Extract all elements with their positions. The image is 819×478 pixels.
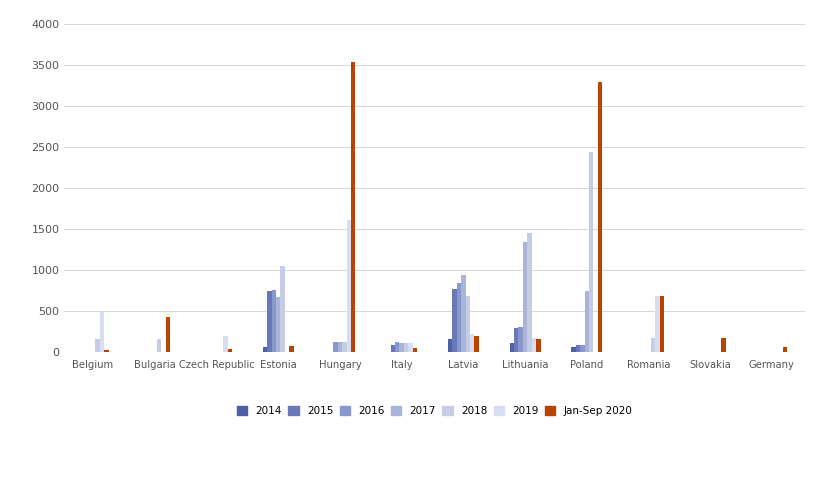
Bar [399, 343, 403, 351]
Bar [223, 336, 228, 351]
Bar [95, 339, 100, 351]
Bar [658, 296, 663, 351]
Bar [165, 317, 170, 351]
Bar [337, 342, 342, 351]
Bar [390, 345, 395, 351]
Bar [531, 337, 536, 351]
Bar [346, 220, 351, 351]
Bar [412, 348, 417, 351]
Bar [721, 338, 725, 351]
Bar [650, 338, 654, 351]
Bar [395, 342, 399, 351]
Bar [100, 312, 104, 351]
Bar [460, 274, 465, 351]
Bar [351, 62, 355, 351]
Bar [523, 242, 527, 351]
Bar [228, 349, 232, 351]
Bar [536, 339, 540, 351]
Bar [280, 265, 284, 351]
Bar [465, 296, 469, 351]
Bar [342, 342, 346, 351]
Bar [104, 350, 108, 351]
Bar [271, 290, 276, 351]
Bar [597, 82, 602, 351]
Bar [408, 343, 412, 351]
Bar [527, 233, 531, 351]
Bar [514, 328, 518, 351]
Bar [447, 339, 452, 351]
Bar [262, 348, 267, 351]
Bar [333, 342, 337, 351]
Bar [588, 152, 593, 351]
Bar [654, 296, 658, 351]
Bar [518, 327, 523, 351]
Bar [584, 291, 588, 351]
Bar [276, 297, 280, 351]
Bar [575, 345, 579, 351]
Bar [452, 289, 456, 351]
Bar [782, 347, 786, 351]
Bar [267, 291, 271, 351]
Bar [579, 345, 584, 351]
Bar [289, 346, 293, 351]
Bar [156, 339, 161, 351]
Bar [509, 343, 514, 351]
Legend: 2014, 2015, 2016, 2017, 2018, 2019, Jan-Sep 2020: 2014, 2015, 2016, 2017, 2018, 2019, Jan-… [233, 402, 635, 419]
Bar [571, 347, 575, 351]
Bar [456, 282, 460, 351]
Bar [469, 334, 474, 351]
Bar [403, 343, 408, 351]
Bar [474, 336, 478, 351]
